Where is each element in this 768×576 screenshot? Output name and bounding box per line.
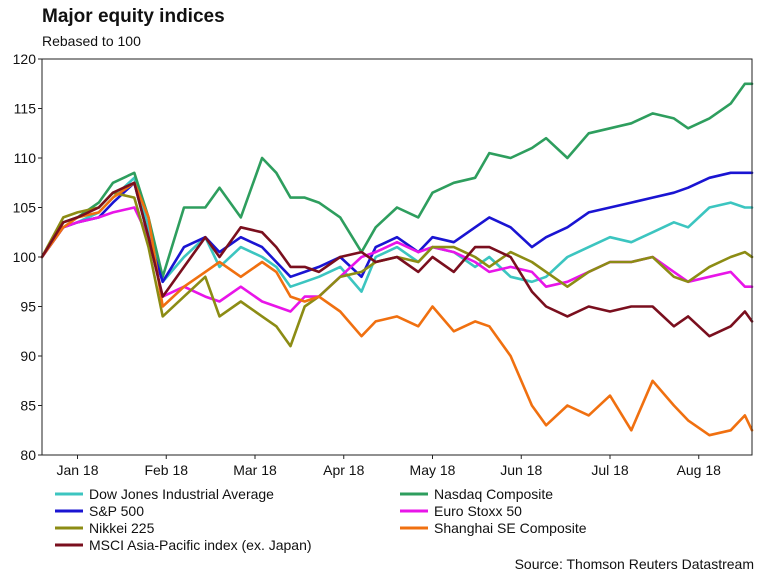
x-tick-label: Jan 18	[56, 462, 98, 478]
x-tick-label: Aug 18	[677, 462, 722, 478]
chart-subtitle: Rebased to 100	[42, 33, 141, 49]
y-tick-label: 105	[13, 200, 37, 216]
y-tick-label: 95	[20, 299, 36, 315]
series-line-6	[40, 181, 754, 437]
y-tick-label: 100	[13, 249, 37, 265]
y-tick-label: 110	[14, 150, 37, 166]
y-tick-label: 85	[20, 398, 36, 414]
source-note: Source: Thomson Reuters Datastream	[514, 556, 754, 572]
series-layer	[40, 82, 754, 437]
x-axis: Jan 18 Feb 18 Mar 18 Apr 18 May 18 Jun 18 Jul …	[56, 455, 721, 478]
y-axis: 80 85 90 95 100 105 110 115 120	[13, 51, 42, 463]
series-line-7	[40, 181, 754, 338]
x-tick-label: Apr 18	[323, 462, 364, 478]
legend-label: Dow Jones Industrial Average	[89, 486, 274, 502]
x-tick-label: May 18	[410, 462, 456, 478]
chart-title: Major equity indices	[42, 6, 225, 27]
y-tick-label: 120	[13, 51, 37, 67]
series-line-2	[40, 82, 754, 279]
legend-label: Euro Stoxx 50	[434, 503, 522, 519]
legend-label: Nikkei 225	[89, 520, 155, 536]
legend-label: MSCI Asia-Pacific index (ex. Japan)	[89, 537, 312, 553]
plot-area-frame	[41, 58, 753, 456]
x-tick-label: Jun 18	[500, 462, 542, 478]
legend-label: Nasdaq Composite	[434, 486, 553, 502]
x-tick-label: Feb 18	[144, 462, 188, 478]
legend-label: Shanghai SE Composite	[434, 520, 587, 536]
y-tick-label: 90	[20, 348, 36, 364]
legend-label: S&P 500	[89, 503, 144, 519]
x-tick-label: Mar 18	[233, 462, 277, 478]
y-tick-label: 115	[14, 101, 37, 117]
y-tick-label: 80	[20, 447, 36, 463]
x-tick-label: Jul 18	[591, 462, 629, 478]
legend: Dow Jones Industrial Average Nasdaq Compo…	[55, 486, 587, 553]
